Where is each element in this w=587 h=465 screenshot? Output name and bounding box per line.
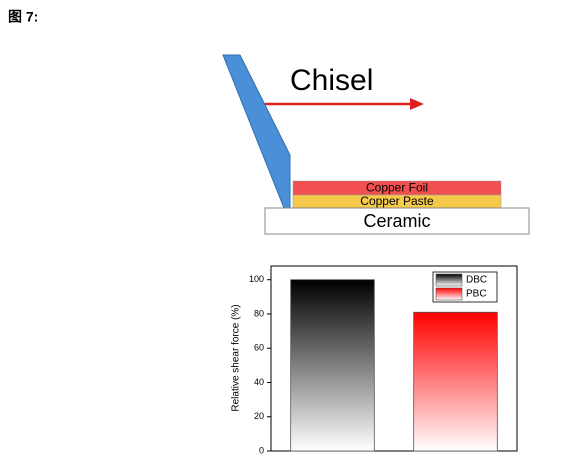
legend-label: DBC (466, 275, 487, 286)
y-tick-label: 40 (254, 377, 264, 387)
plot-frame (270, 265, 518, 452)
layer-label: Copper Paste (360, 194, 434, 208)
y-tick-label: 20 (254, 411, 264, 421)
arrow-head (410, 98, 424, 110)
y-tick-label: 80 (254, 308, 264, 318)
layer-label: Copper Foil (366, 181, 428, 195)
layer-label: Ceramic (363, 211, 430, 231)
bar (290, 279, 375, 452)
y-tick-label: 100 (249, 274, 264, 284)
y-tick-label: 60 (254, 343, 264, 353)
ceramic (264, 207, 530, 235)
legend-swatch (435, 273, 463, 287)
legend-label: PBC (466, 289, 487, 300)
figure-label: 图 7: (8, 9, 38, 25)
chisel (222, 54, 291, 209)
legend-swatch (435, 287, 463, 301)
y-axis-label: Relative shear force (%) (231, 304, 242, 411)
bar (413, 311, 498, 452)
tool-label: Chisel (290, 64, 373, 97)
y-tick-label: 0 (259, 445, 264, 455)
